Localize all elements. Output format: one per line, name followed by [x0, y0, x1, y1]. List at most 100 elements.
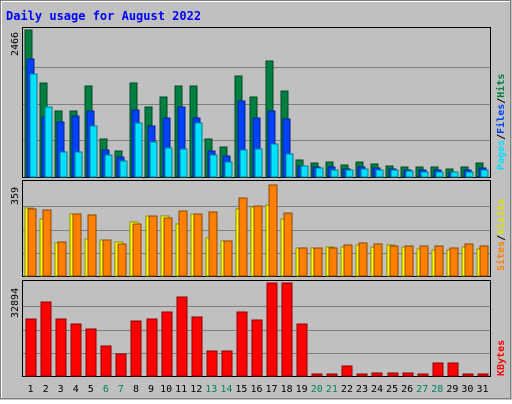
svg-text:Sites/Visits: Sites/Visits	[495, 199, 507, 271]
day-label-8: 8	[133, 384, 139, 395]
legend-pages: Pages	[496, 140, 507, 170]
bar-sites-day-15	[238, 197, 248, 277]
bar-pages-day-6	[104, 154, 113, 178]
bar-sites-day-25	[389, 245, 399, 277]
bar-kbytes-day-8	[130, 320, 142, 377]
day-label-4: 4	[73, 384, 79, 395]
bar-sites-day-22	[343, 244, 353, 277]
day-label-24: 24	[371, 384, 383, 395]
day-label-16: 16	[250, 384, 262, 395]
bar-kbytes-day-6	[100, 345, 112, 377]
bar-pages-day-8	[134, 122, 143, 178]
bar-kbytes-day-14	[221, 350, 233, 377]
bars-layer	[24, 29, 489, 377]
legend-kbytes-group: KBytes	[496, 340, 507, 376]
bar-sites-day-13	[208, 211, 218, 277]
bar-sites-day-2	[42, 209, 52, 277]
bar-pages-day-15	[239, 149, 248, 178]
legend-hits-files-pages: Pages/Files/Hits	[495, 74, 507, 170]
chart-title: Daily usage for August 2022	[6, 9, 201, 23]
bar-kbytes-day-18	[281, 282, 293, 377]
day-label-18: 18	[281, 384, 293, 395]
bar-sites-day-16	[253, 205, 263, 277]
day-labels: 1 2 3 4 5 6 7 8 9 10 11 12 13 14 15 16 17 18 19 20 21 22 23 24 2…	[28, 384, 489, 395]
day-label-31: 31	[476, 384, 488, 395]
bar-kbytes-day-15	[236, 311, 248, 377]
bar-pages-day-3	[59, 151, 68, 178]
bar-sites-day-29	[449, 247, 459, 277]
bar-sites-day-5	[87, 214, 97, 277]
bar-kbytes-day-5	[85, 328, 97, 377]
day-label-19: 19	[296, 384, 308, 395]
bar-kbytes-day-21	[326, 373, 338, 377]
day-label-11: 11	[175, 384, 187, 395]
bar-sites-day-7	[117, 243, 127, 277]
ymax-label-kbytes: 32894	[10, 288, 21, 318]
bar-kbytes-day-27	[417, 373, 429, 377]
bar-kbytes-day-30	[462, 373, 474, 377]
legend-kbytes: KBytes	[496, 340, 507, 376]
bar-sites-day-21	[328, 247, 338, 277]
svg-text:KBytes: KBytes	[496, 340, 507, 376]
day-label-22: 22	[341, 384, 353, 395]
bar-kbytes-day-11	[176, 296, 188, 377]
bar-sites-day-18	[283, 212, 293, 277]
bar-pages-day-25	[390, 169, 399, 178]
day-label-23: 23	[356, 384, 368, 395]
bar-kbytes-day-3	[55, 318, 67, 377]
day-label-14: 14	[220, 384, 232, 395]
bar-kbytes-day-7	[115, 353, 127, 377]
bar-kbytes-day-26	[402, 372, 414, 377]
ymax-label-visits: 359	[10, 187, 21, 205]
legend-sites: Sites	[495, 241, 507, 271]
bar-kbytes-day-29	[447, 362, 459, 377]
legend-visits-sites: Sites/Visits	[495, 199, 507, 271]
bar-sites-day-24	[373, 243, 383, 277]
bar-pages-day-19	[300, 165, 309, 178]
bar-pages-day-31	[480, 169, 489, 178]
bar-pages-day-1	[29, 73, 38, 178]
bar-sites-day-4	[72, 213, 82, 277]
bar-pages-day-14	[224, 161, 233, 178]
bar-sites-day-10	[163, 217, 173, 277]
day-label-6: 6	[103, 384, 109, 395]
bar-sites-day-26	[404, 245, 414, 277]
day-label-12: 12	[190, 384, 202, 395]
bar-sites-day-17	[268, 184, 278, 277]
bar-pages-day-30	[465, 171, 474, 178]
bar-pages-day-11	[179, 148, 188, 178]
day-label-3: 3	[58, 384, 64, 395]
bar-sites-day-3	[57, 241, 67, 277]
legend-visits: Visits	[495, 199, 507, 235]
bar-sites-day-9	[148, 215, 158, 277]
bar-sites-day-12	[193, 213, 203, 277]
bar-kbytes-day-31	[477, 373, 489, 377]
bar-pages-day-9	[149, 141, 158, 178]
legend-files: Files	[495, 104, 507, 134]
day-label-25: 25	[386, 384, 398, 395]
bar-sites-day-23	[358, 242, 368, 277]
legend-sep-2: /	[496, 98, 507, 104]
bar-pages-day-18	[285, 153, 294, 178]
day-label-5: 5	[88, 384, 94, 395]
bar-sites-day-19	[298, 247, 308, 277]
day-label-27: 27	[416, 384, 428, 395]
day-label-15: 15	[235, 384, 247, 395]
bar-pages-day-17	[270, 143, 279, 178]
bar-pages-day-12	[194, 122, 203, 178]
bar-kbytes-day-23	[356, 373, 368, 377]
bar-kbytes-day-4	[70, 323, 82, 377]
bar-sites-day-1	[27, 208, 37, 277]
day-label-10: 10	[160, 384, 172, 395]
bar-pages-day-10	[164, 147, 173, 178]
bar-pages-day-27	[420, 171, 429, 178]
bar-sites-day-28	[434, 245, 444, 277]
bar-kbytes-day-28	[432, 362, 444, 377]
bar-kbytes-day-12	[191, 316, 203, 377]
bar-sites-day-8	[132, 223, 142, 277]
bar-pages-day-21	[330, 169, 339, 178]
day-label-30: 30	[461, 384, 473, 395]
day-label-29: 29	[446, 384, 458, 395]
